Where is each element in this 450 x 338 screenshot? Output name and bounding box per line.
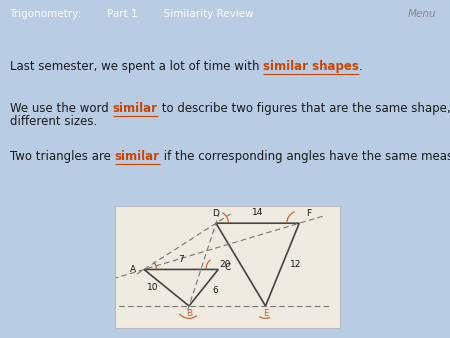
- Text: 7: 7: [178, 255, 184, 264]
- Text: if the corresponding angles have the same measures.: if the corresponding angles have the sam…: [160, 150, 450, 163]
- Text: We use the word: We use the word: [10, 102, 112, 115]
- Text: similar shapes: similar shapes: [263, 60, 359, 73]
- Text: similar: similar: [112, 102, 158, 115]
- Text: E: E: [263, 309, 268, 318]
- Text: 10: 10: [147, 283, 159, 292]
- Text: Trigonometry:        Part 1        Similarity Review: Trigonometry: Part 1 Similarity Review: [9, 9, 254, 19]
- Text: 12: 12: [290, 260, 302, 269]
- Text: D: D: [212, 209, 220, 218]
- Text: .: .: [359, 60, 363, 73]
- Text: similar: similar: [115, 150, 160, 163]
- Text: C: C: [224, 263, 230, 271]
- Text: B: B: [186, 309, 192, 318]
- Text: 14: 14: [252, 208, 263, 217]
- Text: F: F: [306, 209, 311, 218]
- Text: Two triangles are: Two triangles are: [10, 150, 115, 163]
- Text: different sizes.: different sizes.: [10, 115, 97, 128]
- Text: 20: 20: [219, 260, 231, 269]
- Text: to describe two figures that are the same shape, but: to describe two figures that are the sam…: [158, 102, 450, 115]
- Text: A: A: [130, 265, 136, 274]
- Text: Menu: Menu: [408, 9, 436, 19]
- Text: Last semester, we spent a lot of time with: Last semester, we spent a lot of time wi…: [10, 60, 263, 73]
- Text: 6: 6: [212, 286, 218, 295]
